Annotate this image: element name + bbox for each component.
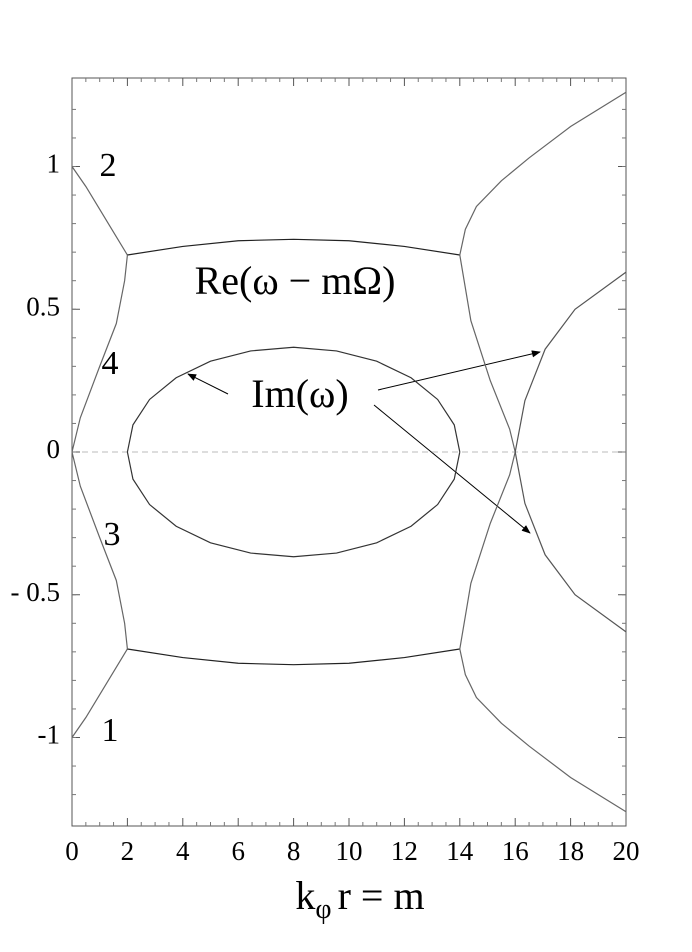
arrow [373,404,531,534]
x-label-base: k [295,873,315,918]
x-tick-label: 20 [613,836,640,866]
x-tick-label: 2 [121,836,135,866]
x-tick-label: 10 [336,836,363,866]
annotation: Re(ω − mΩ) [195,258,396,303]
y-tick-label: 0 [47,434,61,464]
curve [514,271,627,453]
x-tick-label: 0 [65,836,79,866]
x-tick-label: 6 [231,836,245,866]
x-tick-label: 18 [557,836,584,866]
curve [459,648,627,813]
y-tick-label: 0.5 [26,291,60,321]
arrows [187,350,541,534]
x-label-rest: r = m [338,873,425,918]
x-tick-label: 16 [502,836,529,866]
x-label-sub: φ [315,894,331,925]
x-tick-label: 14 [446,836,474,866]
annotation: 2 [100,147,117,184]
curve [459,91,627,256]
annotation: 4 [102,345,119,382]
curve [127,238,460,256]
curve [127,648,460,666]
annotation: Im(ω) [251,371,348,416]
x-tick-label: 4 [176,836,190,866]
arrow [377,350,541,391]
y-tick-label: - 0.5 [11,577,61,607]
arrow [187,373,229,395]
annotation: 3 [104,516,121,553]
x-tick-label: 8 [287,836,301,866]
curve [71,648,128,738]
curve [126,346,461,558]
y-tick-label: 1 [47,149,61,179]
curve [71,166,128,256]
curve [71,451,128,650]
x-axis-label: kφ r = m [295,873,424,925]
y-tick-label: -1 [38,720,61,750]
annotation: 1 [102,712,119,749]
curve [514,451,627,633]
curve [71,254,128,453]
x-tick-label: 12 [391,836,418,866]
